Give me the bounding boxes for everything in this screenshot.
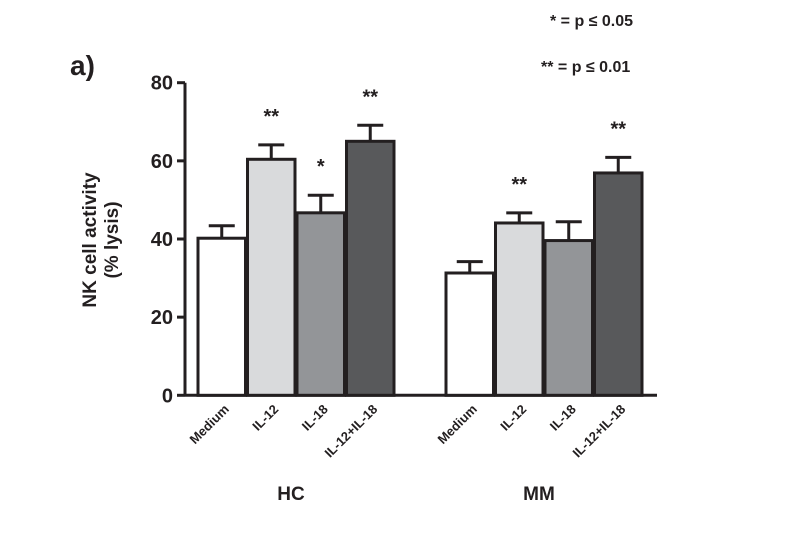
x-tick-label: Medium — [187, 402, 232, 447]
y-tick-label: 60 — [151, 151, 173, 173]
y-axis-label-line1: NK cell activity — [80, 172, 101, 308]
group-label: MM — [523, 484, 555, 505]
x-tick-label: IL-18 — [547, 402, 579, 434]
bar-mm-il-18 — [543, 239, 594, 397]
x-tick-label: Medium — [435, 402, 480, 447]
bar-mm-il-12-il-18 — [593, 171, 644, 397]
bar-hc-il-18 — [295, 211, 346, 397]
bar-mm-il-12 — [494, 221, 545, 397]
x-tick-label: IL-12 — [249, 402, 281, 434]
y-axis-label-line2: (% lysis) — [102, 201, 123, 278]
significance-marker: ** — [362, 86, 378, 108]
significance-marker: * — [317, 156, 325, 178]
group-label: HC — [277, 484, 305, 505]
y-tick-label: 20 — [151, 307, 173, 329]
y-tick-label: 0 — [162, 385, 173, 407]
significance-marker: ** — [610, 118, 626, 140]
significance-marker: ** — [263, 106, 279, 128]
bar-hc-il-12-il-18 — [345, 139, 396, 397]
bar-mm-medium — [444, 271, 495, 397]
x-tick-label: IL-12+IL-18 — [569, 402, 628, 461]
bar-hc-medium — [196, 236, 247, 397]
legend-double-star: ** = p ≤ 0.01 — [541, 59, 630, 76]
panel-label: a) — [70, 50, 95, 81]
x-tick-label: IL-12 — [497, 402, 529, 434]
y-tick-label: 80 — [151, 73, 173, 95]
x-tick-label: IL-12+IL-18 — [321, 402, 380, 461]
legend-single-star: * = p ≤ 0.05 — [550, 13, 633, 30]
bar-hc-il-12 — [246, 157, 297, 397]
x-tick-label: IL-18 — [299, 402, 331, 434]
significance-marker: ** — [511, 174, 527, 196]
y-tick-label: 40 — [151, 229, 173, 251]
